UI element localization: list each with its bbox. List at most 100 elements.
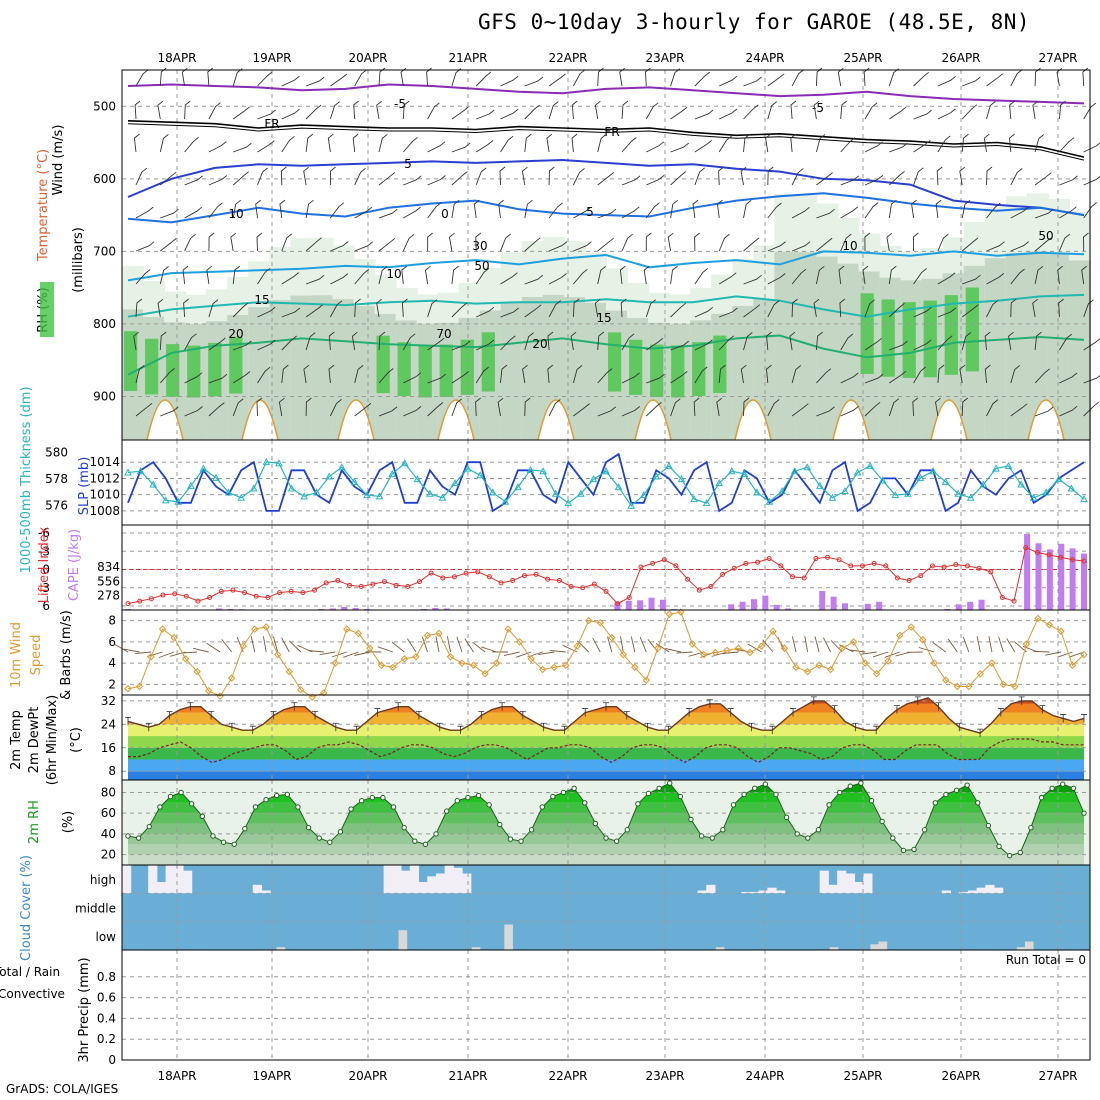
cape-bar — [318, 608, 325, 610]
wind-barb — [646, 141, 665, 153]
wind10m-point — [942, 676, 950, 684]
wind-barb — [864, 102, 878, 120]
cloud-high-bar — [418, 882, 428, 894]
bottom-date-label: 23APR — [645, 1069, 684, 1083]
wind-barb — [670, 398, 681, 417]
wind10m-barb — [918, 647, 935, 653]
li-point — [696, 587, 702, 593]
wind10m-point — [849, 638, 858, 646]
thickness-point — [224, 488, 233, 496]
wind-barb — [961, 304, 979, 318]
wind10m-barb — [962, 636, 970, 653]
cloud-high-bar — [994, 887, 1004, 894]
wind10m-barb — [113, 643, 129, 653]
temp-minmax-bar — [873, 725, 880, 735]
cloud-level-label: middle — [75, 902, 116, 916]
thickness-point — [1004, 461, 1013, 469]
thickness-point — [979, 480, 988, 488]
temp-minmax-bar — [644, 722, 651, 732]
rh-point — [497, 821, 503, 828]
rh-point — [932, 800, 938, 806]
wind-barb — [597, 67, 604, 87]
cloud-high-bar — [828, 884, 838, 894]
wind-barb — [621, 372, 640, 384]
wind-barb — [548, 101, 559, 120]
wind-barb — [451, 199, 460, 219]
wind-barb — [135, 402, 153, 417]
wind-barb — [767, 300, 780, 318]
wind10m-barb — [331, 651, 347, 658]
top-date-label: 25APR — [843, 51, 882, 65]
wind-barb — [959, 166, 966, 186]
wind10m-barb — [872, 651, 889, 658]
rh-shade-70 — [460, 339, 474, 395]
wind-barb — [913, 71, 929, 87]
isotherm-FR — [127, 120, 1085, 158]
rh-point — [582, 800, 588, 806]
wind-barb — [184, 233, 196, 252]
wind-barb — [767, 202, 782, 219]
wind-barb — [791, 69, 804, 87]
wind10m-point — [769, 627, 777, 635]
wind-barb — [329, 101, 340, 120]
wind-barb — [475, 397, 481, 417]
wind-barb — [451, 265, 459, 285]
rh-point — [189, 801, 195, 807]
contour-label: 20 — [228, 327, 243, 341]
thickness-point — [312, 488, 321, 496]
wind-barb — [986, 202, 1001, 219]
li-tick-label: 0 — [42, 563, 50, 577]
wind10m-barb — [272, 636, 279, 653]
rh-shade-70 — [166, 344, 180, 397]
ylabel-2m-temp: 2m Temp — [9, 710, 24, 770]
wind-barb — [135, 167, 148, 186]
wind-barb — [232, 398, 244, 417]
temp-band — [128, 736, 1084, 748]
thickness-point — [589, 475, 598, 483]
rh-point — [401, 824, 407, 831]
wind-barb — [207, 67, 214, 87]
top-date-label: 26APR — [941, 51, 980, 65]
li-point — [766, 556, 772, 562]
wind-barb — [257, 366, 271, 384]
cape-bar — [1024, 534, 1031, 610]
wind-barb — [864, 401, 881, 417]
wind10m-point — [239, 642, 247, 650]
wind10m-barb — [976, 636, 981, 653]
rh-shade-30 — [269, 299, 292, 440]
wind-barb — [694, 366, 708, 384]
temp-minmax-bar — [166, 711, 173, 720]
rh-point — [656, 785, 662, 791]
cape-bar — [364, 608, 370, 610]
thickness-point — [1080, 495, 1088, 503]
wind-barb — [208, 232, 215, 252]
thickness-point — [954, 489, 963, 497]
wind-barb — [305, 76, 325, 87]
wind-barb — [743, 199, 752, 219]
wind-barb — [937, 272, 956, 285]
footer-credit: GrADS: COLA/IGES — [6, 1082, 119, 1096]
thickness-point — [388, 469, 397, 477]
wind10m-point — [366, 644, 374, 652]
rh-point — [667, 780, 673, 786]
temp-minmax-bar — [582, 708, 589, 717]
rh-point — [752, 785, 758, 791]
thickness-point — [212, 473, 220, 481]
wind-barb — [888, 265, 897, 285]
wind-barb — [1008, 331, 1014, 351]
wind-barb — [500, 135, 514, 153]
wind-barb — [791, 168, 804, 186]
li-point — [312, 587, 318, 593]
wind-barb — [888, 303, 905, 318]
wind-barb — [597, 172, 615, 186]
wind-barb — [694, 167, 705, 186]
wind-barb — [208, 202, 223, 219]
wind-barb — [913, 366, 926, 384]
cape-bar — [216, 608, 223, 610]
wind-barb — [546, 133, 553, 153]
thickness-point — [929, 467, 937, 475]
wind-barb — [281, 272, 299, 285]
wind-barb — [815, 67, 823, 87]
ylabel-slp: SLP (mb) — [77, 457, 92, 516]
wind10m-barb — [472, 641, 486, 653]
